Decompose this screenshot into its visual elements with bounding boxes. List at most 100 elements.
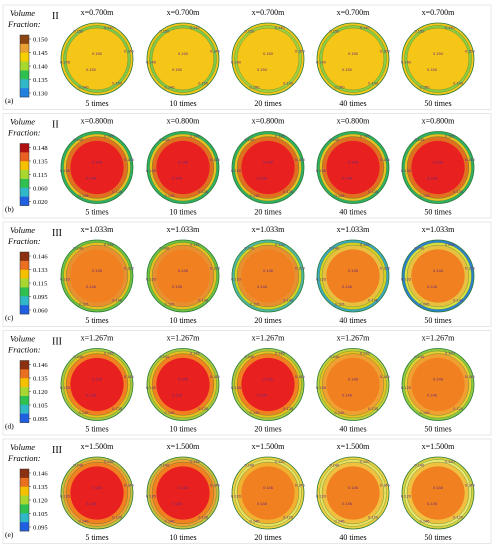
contour-label: 0.146 xyxy=(263,377,274,382)
x-position-label: x=1.033m xyxy=(422,225,456,234)
cross-section-cell: x=1.033m 0.115 0.133 0.146 0.115 0.133 0.146 0.… xyxy=(316,225,391,325)
contour-label: 0.146 xyxy=(427,284,438,289)
cross-section-cell: x=0.700m 0.140 0.150 0.140 0.150 0.140 0.150 0.… xyxy=(401,8,476,108)
panel-tag: (d) xyxy=(5,422,14,431)
legend-tick-label: 0.133 xyxy=(33,267,48,274)
regime-label: III xyxy=(52,337,62,348)
cross-section-cell: x=1.033m 0.115 0.133 0.146 0.115 0.133 0.146 0.… xyxy=(146,225,221,325)
legend-swatch xyxy=(20,170,29,180)
contour-label: 0.140 xyxy=(231,60,242,65)
legend-swatch xyxy=(20,252,29,262)
x-position-label: x=1.500m xyxy=(422,442,456,451)
contour-label: 0.148 xyxy=(433,160,444,165)
contour-label: 0.120 xyxy=(231,494,242,499)
contour-label: 0.146 xyxy=(244,462,255,467)
legend-tick-label: 0.148 xyxy=(33,145,48,152)
x-position-label: x=1.267m xyxy=(337,334,371,343)
contour-label: 0.120 xyxy=(453,514,464,519)
contour-label: 0.146 xyxy=(335,410,346,415)
legend-tick-label: 0.135 xyxy=(33,159,48,166)
legend-swatch xyxy=(20,495,29,505)
legend-tick-label: 0.146 xyxy=(33,362,48,369)
contour-label: 0.146 xyxy=(178,268,189,273)
contour-label: 0.146 xyxy=(73,462,84,467)
column-label: 10 times xyxy=(169,316,196,325)
cross-section-cell: x=0.800m 0.135 0.148 0.135 0.148 0.135 0.148 0.… xyxy=(316,117,391,217)
contour-label: 0.146 xyxy=(295,374,306,379)
legend-swatch xyxy=(20,43,29,54)
contour-label: 0.146 xyxy=(342,501,353,506)
column-label: 40 times xyxy=(339,533,366,542)
contour-label: 0.135 xyxy=(60,385,71,390)
contour-label: 0.120 xyxy=(368,514,379,519)
cross-section-cell: x=1.033m 0.095 0.133 0.146 0.095 0.133 0.146 0.… xyxy=(401,225,476,325)
contour-label: 0.115 xyxy=(275,242,285,247)
contour-label: 0.146 xyxy=(348,377,359,382)
contour-label: 0.148 xyxy=(427,176,438,181)
x-position-label: x=1.267m xyxy=(422,334,456,343)
contour-label: 0.150 xyxy=(465,49,476,54)
legend-swatch xyxy=(20,52,29,62)
cross-section-cell: x=1.500m 0.135 0.146 0.135 0.146 0.135 0.146 0.… xyxy=(146,442,221,542)
x-position-label: x=0.700m xyxy=(337,8,371,17)
contour-label: 0.133 xyxy=(124,266,135,271)
contour-label: 0.146 xyxy=(159,462,170,467)
core-region xyxy=(70,357,124,412)
contour-label: 0.140 xyxy=(79,84,90,89)
contour-label: 0.148 xyxy=(295,157,306,162)
cross-section-cell: x=1.267m 0.120 0.146 0.120 0.146 0.120 0.146 0.… xyxy=(401,334,476,434)
contour-label: 0.146 xyxy=(342,393,353,398)
contour-label: 0.133 xyxy=(465,266,476,271)
core-region xyxy=(156,466,210,520)
cross-section-cell: x=0.700m 0.140 0.150 0.140 0.150 0.140 0.150 0.… xyxy=(316,8,391,108)
contour-label: 0.135 xyxy=(283,189,294,194)
contour-label: 0.115 xyxy=(250,301,260,306)
contour-label: 0.135 xyxy=(445,133,456,138)
cross-section-cell: x=1.267m 0.135 0.146 0.135 0.146 0.135 0.146 0.… xyxy=(316,334,391,434)
contour-label: 0.146 xyxy=(257,284,268,289)
contour-label: 0.135 xyxy=(112,406,123,411)
legend-title: Fraction: xyxy=(7,453,41,463)
contour-label: 0.146 xyxy=(283,297,294,302)
contour-label: 0.135 xyxy=(112,189,123,194)
contour-label: 0.133 xyxy=(210,266,221,271)
x-position-label: x=1.033m xyxy=(337,225,371,234)
core-region xyxy=(241,249,295,303)
contour-label: 0.148 xyxy=(86,176,97,181)
column-label: 40 times xyxy=(339,316,366,325)
legend-swatch xyxy=(20,187,29,197)
regime-label: II xyxy=(52,11,59,22)
contour-label: 0.146 xyxy=(210,483,221,488)
legend-tick-label: 0.060 xyxy=(33,186,48,193)
contour-label: 0.146 xyxy=(433,485,444,490)
contour-label: 0.146 xyxy=(414,245,425,250)
core-region xyxy=(411,32,465,86)
contour-label: 0.146 xyxy=(86,393,97,398)
contour-label: 0.135 xyxy=(198,514,209,519)
legend-tick-label: 0.120 xyxy=(33,498,48,505)
contour-label: 0.120 xyxy=(283,514,294,519)
contour-label: 0.135 xyxy=(275,350,286,355)
x-position-label: x=0.700m xyxy=(167,8,201,17)
contour-label: 0.146 xyxy=(263,268,274,273)
contour-label: 0.150 xyxy=(427,67,438,72)
contour-label: 0.135 xyxy=(453,189,464,194)
regime-label: III xyxy=(52,228,62,239)
cross-section-cell: x=0.700m 0.140 0.150 0.140 0.150 0.140 0.150 0.… xyxy=(231,8,306,108)
contour-label: 0.135 xyxy=(104,459,115,464)
legend-title: Fraction: xyxy=(7,345,41,355)
cross-section-cell: x=1.500m 0.120 0.146 0.120 0.146 0.120 0.146 0.… xyxy=(401,442,476,542)
core-region xyxy=(411,140,465,195)
legend-swatch xyxy=(20,269,29,279)
x-position-label: x=1.033m xyxy=(167,225,201,234)
contour-label: 0.135 xyxy=(104,350,115,355)
contour-label: 0.150 xyxy=(414,28,425,33)
contour-label: 0.150 xyxy=(198,80,209,85)
regime-label: III xyxy=(52,445,62,456)
contour-label: 0.148 xyxy=(165,193,176,198)
legend-title: Fraction: xyxy=(7,128,41,138)
contour-label: 0.146 xyxy=(335,518,346,523)
column-label: 5 times xyxy=(85,425,108,434)
contour-label: 0.135 xyxy=(60,168,71,173)
